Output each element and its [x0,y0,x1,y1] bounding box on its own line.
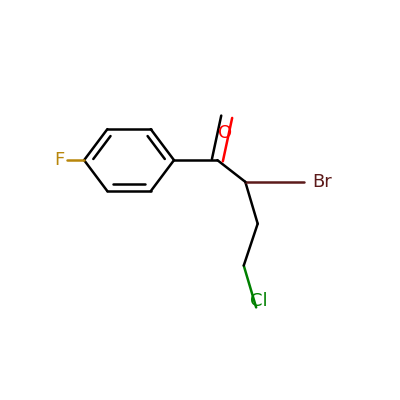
Text: Br: Br [312,173,332,191]
Text: O: O [218,124,232,142]
Text: Cl: Cl [250,292,268,310]
Text: F: F [54,151,64,169]
